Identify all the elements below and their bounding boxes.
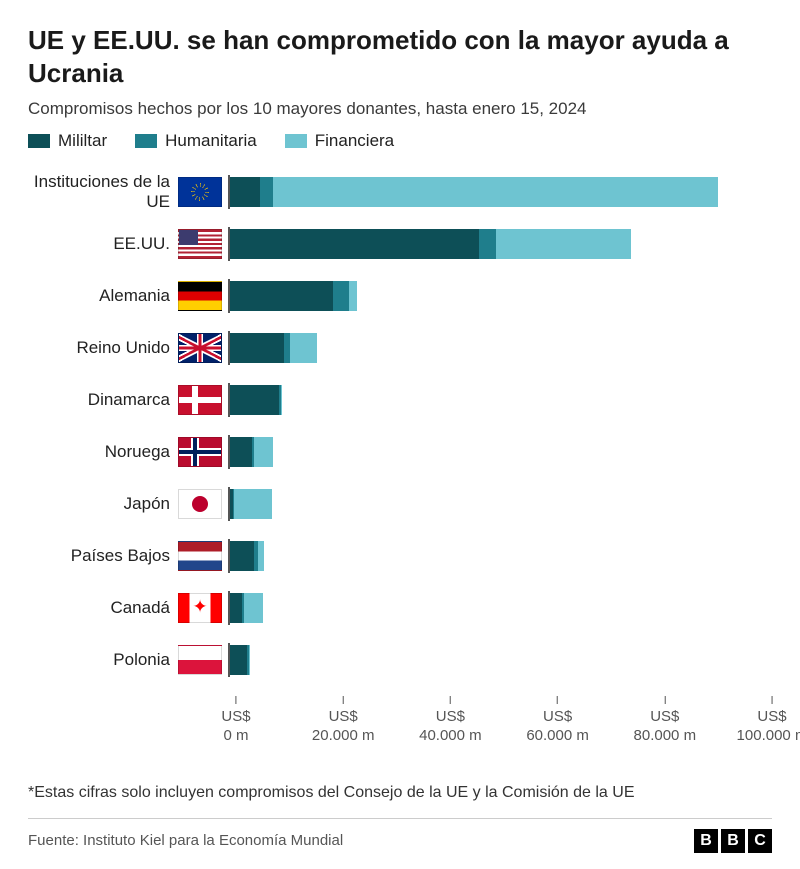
bar-segment-humanitarian bbox=[333, 281, 349, 311]
bar-segment-financial bbox=[496, 229, 632, 259]
row-label: Japón bbox=[28, 494, 178, 514]
flag-icon bbox=[178, 281, 222, 311]
row-label: Noruega bbox=[28, 442, 178, 462]
legend-item: Humanitaria bbox=[135, 131, 257, 151]
row-label: Reino Unido bbox=[28, 338, 178, 358]
bar-segment-financial bbox=[273, 177, 717, 207]
bar-stack bbox=[230, 489, 772, 519]
bbc-logo-box: B bbox=[694, 829, 718, 853]
bar-area bbox=[228, 331, 772, 365]
bar-row: Alemania bbox=[28, 273, 772, 319]
legend-label: Humanitaria bbox=[165, 131, 257, 151]
flag-icon bbox=[178, 541, 222, 571]
bar-stack bbox=[230, 281, 772, 311]
bar-row: EE.UU. bbox=[28, 221, 772, 267]
bbc-logo-box: B bbox=[721, 829, 745, 853]
bar-area bbox=[228, 227, 772, 261]
axis-tick: US$100.000 m bbox=[737, 696, 800, 746]
flag-icon bbox=[178, 229, 222, 259]
bar-stack bbox=[230, 177, 772, 207]
bar-area bbox=[228, 591, 772, 625]
bar-area bbox=[228, 383, 772, 417]
bar-stack bbox=[230, 229, 772, 259]
axis-tick: US$20.000 m bbox=[312, 696, 375, 746]
bar-segment-financial bbox=[281, 385, 282, 415]
bar-segment-financial bbox=[249, 645, 250, 675]
bar-area bbox=[228, 487, 772, 521]
flag-icon bbox=[178, 645, 222, 675]
bar-area bbox=[228, 279, 772, 313]
legend-label: Financiera bbox=[315, 131, 394, 151]
bar-segment-military bbox=[230, 177, 260, 207]
bar-segment-humanitarian bbox=[260, 177, 274, 207]
bar-area bbox=[228, 175, 772, 209]
bar-chart: Instituciones de la UE EE.UU. Alemania Rein… bbox=[28, 169, 772, 683]
bar-row: Canadá bbox=[28, 585, 772, 631]
bbc-logo: BBC bbox=[694, 829, 772, 853]
source-label: Fuente: Instituto Kiel para la Economía … bbox=[28, 832, 343, 849]
axis-tick: US$0 m bbox=[221, 696, 250, 746]
bar-stack bbox=[230, 437, 772, 467]
legend-item: Mililtar bbox=[28, 131, 107, 151]
bar-stack bbox=[230, 593, 772, 623]
legend-swatch bbox=[285, 134, 307, 148]
bar-stack bbox=[230, 645, 772, 675]
bar-row: Polonia bbox=[28, 637, 772, 683]
flag-icon bbox=[178, 333, 222, 363]
row-label: EE.UU. bbox=[28, 234, 178, 254]
flag-icon bbox=[178, 593, 222, 623]
bar-row: Noruega bbox=[28, 429, 772, 475]
footer: Fuente: Instituto Kiel para la Economía … bbox=[28, 818, 772, 853]
bar-stack bbox=[230, 333, 772, 363]
flag-icon bbox=[178, 177, 222, 207]
flag-icon bbox=[178, 489, 222, 519]
legend-swatch bbox=[135, 134, 157, 148]
axis-tick: US$60.000 m bbox=[526, 696, 589, 746]
bar-area bbox=[228, 435, 772, 469]
bar-row: Dinamarca bbox=[28, 377, 772, 423]
bar-segment-financial bbox=[254, 437, 273, 467]
flag-icon bbox=[178, 437, 222, 467]
bar-segment-military bbox=[230, 229, 479, 259]
row-label: Dinamarca bbox=[28, 390, 178, 410]
row-label: Canadá bbox=[28, 598, 178, 618]
legend-item: Financiera bbox=[285, 131, 394, 151]
bar-segment-military bbox=[230, 541, 254, 571]
bar-segment-military bbox=[230, 645, 247, 675]
chart-subtitle: Compromisos hechos por los 10 mayores do… bbox=[28, 99, 772, 119]
bar-segment-military bbox=[230, 385, 279, 415]
bar-row: Países Bajos bbox=[28, 533, 772, 579]
footnote: *Estas cifras solo incluyen compromisos … bbox=[28, 783, 772, 804]
bar-row: Reino Unido bbox=[28, 325, 772, 371]
row-label: Instituciones de la UE bbox=[28, 172, 178, 211]
bbc-logo-box: C bbox=[748, 829, 772, 853]
bar-segment-financial bbox=[234, 489, 272, 519]
x-axis: US$0 mUS$20.000 mUS$40.000 mUS$60.000 mU… bbox=[236, 691, 772, 735]
bar-segment-financial bbox=[290, 333, 317, 363]
chart-title: UE y EE.UU. se han comprometido con la m… bbox=[28, 24, 772, 89]
axis-tick: US$80.000 m bbox=[634, 696, 697, 746]
row-label: Países Bajos bbox=[28, 546, 178, 566]
bar-segment-financial bbox=[258, 541, 265, 571]
legend: Mililtar Humanitaria Financiera bbox=[28, 131, 772, 151]
bar-row: Instituciones de la UE bbox=[28, 169, 772, 215]
bar-segment-humanitarian bbox=[479, 229, 495, 259]
axis-tick: US$40.000 m bbox=[419, 696, 482, 746]
bar-segment-military bbox=[230, 333, 284, 363]
bar-segment-military bbox=[230, 437, 252, 467]
bar-row: Japón bbox=[28, 481, 772, 527]
legend-swatch bbox=[28, 134, 50, 148]
legend-label: Mililtar bbox=[58, 131, 107, 151]
bar-stack bbox=[230, 541, 772, 571]
row-label: Polonia bbox=[28, 650, 178, 670]
bar-area bbox=[228, 643, 772, 677]
flag-icon bbox=[178, 385, 222, 415]
bar-area bbox=[228, 539, 772, 573]
row-label: Alemania bbox=[28, 286, 178, 306]
bar-segment-military bbox=[230, 593, 242, 623]
bar-segment-financial bbox=[349, 281, 357, 311]
bar-segment-financial bbox=[244, 593, 263, 623]
bar-stack bbox=[230, 385, 772, 415]
bar-segment-military bbox=[230, 281, 333, 311]
